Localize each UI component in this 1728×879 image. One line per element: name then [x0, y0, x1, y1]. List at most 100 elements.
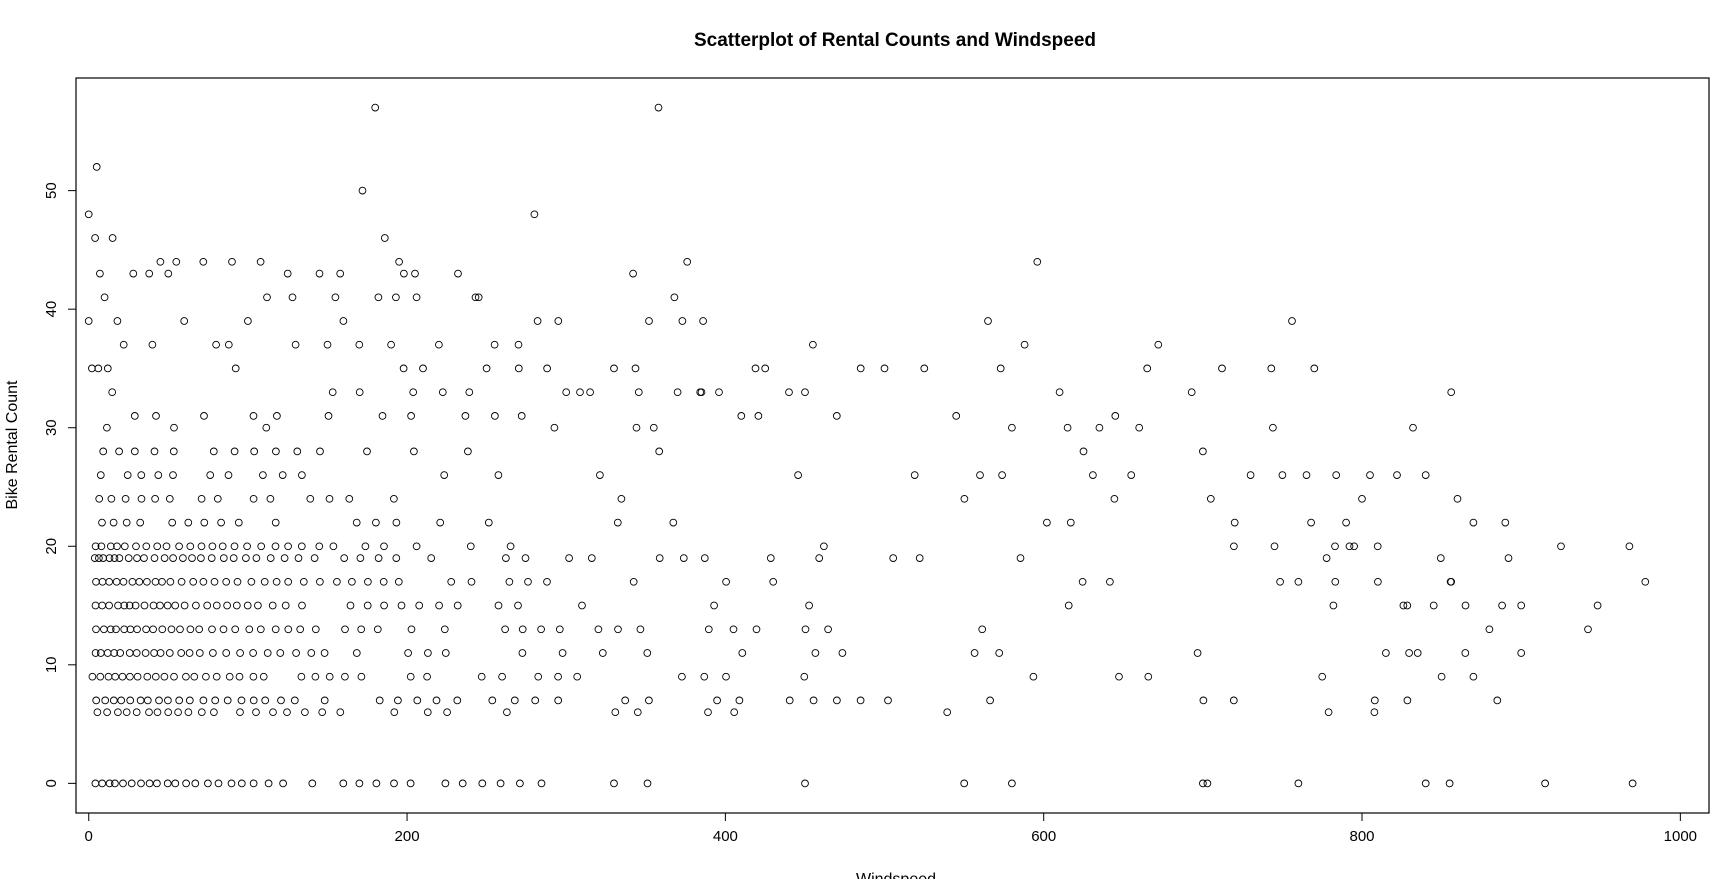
- data-point: [120, 542, 129, 551]
- data-point: [94, 364, 103, 373]
- data-point: [179, 554, 187, 562]
- data-point: [1370, 696, 1379, 705]
- data-point: [1199, 447, 1207, 456]
- x-tick-label-1000: 1000: [1664, 828, 1697, 845]
- data-point: [617, 494, 626, 503]
- data-point: [199, 577, 208, 586]
- data-point: [554, 672, 562, 681]
- data-point: [136, 518, 145, 527]
- data-point: [379, 577, 388, 586]
- data-point: [679, 554, 688, 562]
- data-point: [231, 364, 240, 373]
- data-point: [710, 601, 718, 610]
- data-point: [1110, 494, 1119, 503]
- data-point: [129, 269, 138, 278]
- data-point: [331, 293, 340, 302]
- data-point: [204, 779, 212, 788]
- data-point: [211, 696, 220, 705]
- data-point: [96, 672, 105, 681]
- data-point: [126, 672, 134, 681]
- data-point: [271, 542, 280, 551]
- data-point: [372, 779, 381, 788]
- data-point: [986, 696, 994, 705]
- data-point: [177, 577, 186, 586]
- data-point: [629, 269, 637, 278]
- data-point: [308, 779, 317, 788]
- data-point: [432, 696, 441, 705]
- data-point: [1541, 779, 1549, 788]
- data-point: [704, 708, 712, 717]
- data-point: [1218, 364, 1226, 373]
- data-point: [145, 708, 153, 717]
- data-point: [380, 542, 388, 551]
- data-point: [112, 625, 120, 634]
- data-point: [96, 471, 105, 479]
- data-point: [325, 672, 334, 681]
- data-point: [284, 577, 293, 586]
- data-point: [380, 234, 389, 242]
- data-point: [180, 317, 189, 325]
- data-point: [1517, 601, 1526, 610]
- x-tick-label-800: 800: [1350, 828, 1375, 845]
- data-point: [598, 649, 607, 657]
- data-point: [108, 234, 117, 242]
- data-point: [175, 542, 183, 551]
- data-point: [105, 577, 114, 586]
- data-point: [1625, 542, 1634, 551]
- data-point: [833, 696, 841, 705]
- data-point: [132, 542, 140, 551]
- data-point: [943, 708, 952, 717]
- data-point: [683, 257, 692, 266]
- data-point: [140, 601, 149, 610]
- data-point: [380, 601, 388, 610]
- data-point: [392, 293, 400, 302]
- data-point: [273, 412, 281, 420]
- data-point: [132, 708, 141, 717]
- data-point: [1143, 364, 1152, 373]
- x-tick-label-400: 400: [713, 828, 738, 845]
- data-point: [1016, 554, 1025, 562]
- data-point: [175, 696, 184, 705]
- data-point: [294, 554, 303, 562]
- data-point: [1447, 388, 1456, 397]
- data-point: [1043, 518, 1051, 527]
- data-point: [404, 649, 412, 657]
- data-point: [291, 340, 300, 349]
- data-point: [171, 779, 180, 788]
- data-point: [438, 388, 447, 397]
- data-point: [1294, 577, 1303, 586]
- data-point: [263, 293, 271, 302]
- data-point: [182, 672, 190, 681]
- data-point: [562, 388, 571, 397]
- data-point: [88, 364, 96, 373]
- data-point: [363, 601, 372, 610]
- data-point: [107, 494, 116, 503]
- data-point: [91, 649, 100, 657]
- data-point: [266, 494, 275, 503]
- data-point: [406, 779, 415, 788]
- data-point: [352, 518, 361, 527]
- data-point: [263, 649, 272, 657]
- data-point: [122, 518, 131, 527]
- data-point: [156, 257, 165, 266]
- data-point: [195, 649, 204, 657]
- data-point: [142, 542, 151, 551]
- data-point: [106, 625, 115, 634]
- data-point: [466, 542, 475, 551]
- data-point: [543, 364, 551, 373]
- data-point: [1302, 471, 1311, 479]
- data-point: [1230, 542, 1238, 551]
- data-point: [1403, 601, 1412, 610]
- data-point: [809, 340, 817, 349]
- data-point: [501, 625, 509, 634]
- data-point: [363, 447, 371, 456]
- data-point: [1382, 649, 1390, 657]
- data-point: [1593, 601, 1602, 610]
- data-point: [594, 625, 603, 634]
- y-tick-label-50: 50: [43, 182, 60, 199]
- data-point: [148, 340, 157, 349]
- data-point: [531, 696, 540, 705]
- data-point: [145, 269, 154, 278]
- data-point: [1288, 317, 1296, 325]
